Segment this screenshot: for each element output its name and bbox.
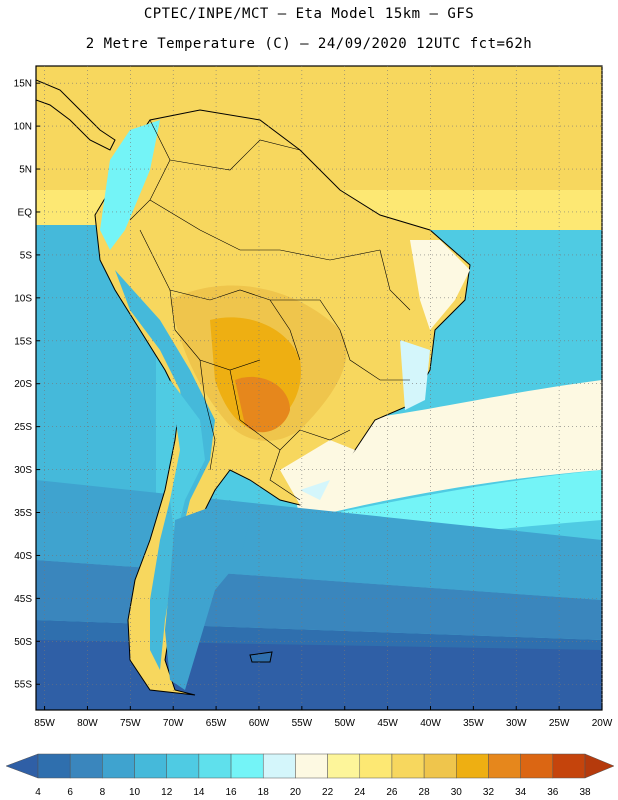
lon-label: 85W [34,718,55,729]
lat-label: 35S [14,508,32,519]
lon-label: 20W [592,718,613,729]
colorbar-label: 16 [225,787,237,798]
colorbar-label: 26 [386,787,398,798]
colorbar-swatch [198,753,232,779]
colorbar-swatch [456,753,489,779]
colorbar-swatch [520,753,554,779]
colorbar-label: 22 [322,787,334,798]
lon-label: 25W [549,718,570,729]
temperature-field [36,66,602,710]
lon-label: 35W [463,718,484,729]
title-line-1: CPTEC/INPE/MCT – Eta Model 15km – GFS [143,6,475,22]
colorbar-label: 20 [290,787,302,798]
colorbar-swatch [134,753,167,779]
colorbar-swatch [37,753,71,779]
lat-label: 40S [14,551,32,562]
colorbar [5,753,615,779]
colorbar-swatch [102,753,135,779]
lon-label: 55W [292,718,313,729]
colorbar-label: 18 [258,787,270,798]
colorbar-swatch [552,753,586,779]
colorbar-arrow-low [5,753,39,779]
lat-label: 50S [14,637,32,648]
colorbar-label: 4 [35,787,41,798]
lon-label: 40W [420,718,441,729]
colorbar-label: 36 [547,787,559,798]
colorbar-swatch [359,753,393,779]
colorbar-swatch [327,753,361,779]
lon-label: 80W [77,718,98,729]
lat-label: 15N [14,79,32,90]
colorbar-label: 10 [129,787,141,798]
longitude-labels: 85W 80W 75W 70W 65W 60W 55W 50W 45W 40W 35W 30W 25W 2… [34,718,613,729]
lon-label: 70W [163,718,184,729]
colorbar-label: 34 [515,787,527,798]
lat-label: 5N [19,165,32,176]
colorbar-swatch [230,753,264,779]
graticule [36,66,603,710]
colorbar-labels: 4 6 8 10 12 14 16 18 20 22 24 26 28 30 32 34 36 38 [35,787,591,798]
latitude-labels: 15N 10N 5N EQ 5S 10S 15S 20S 25S 30S 35S 40S 45S 50S 5… [14,79,33,691]
colorbar-swatch [488,753,521,779]
colorbar-label: 6 [67,787,73,798]
colorbar-label: 14 [193,787,205,798]
colorbar-label: 28 [419,787,431,798]
lat-label: 15S [14,336,32,347]
lat-label: EQ [18,207,33,218]
colorbar-swatch [391,753,425,779]
lat-label: 10S [14,293,32,304]
colorbar-swatch [69,753,103,779]
colorbar-swatch [262,753,296,779]
colorbar-label: 12 [161,787,173,798]
colorbar-swatch [166,753,200,779]
colorbar-swatch [295,753,328,779]
lat-label: 10N [14,122,32,133]
lon-label: 65W [206,718,227,729]
colorbar-label: 8 [100,787,106,798]
colorbar-label: 24 [354,787,366,798]
lon-label: 50W [334,718,355,729]
lat-label: 25S [14,422,32,433]
colorbar-label: 38 [579,787,591,798]
lat-label: 20S [14,379,32,390]
colorbar-arrow-high [584,753,615,779]
colorbar-swatch [423,753,457,779]
lat-label: 55S [14,680,32,691]
lon-label: 60W [249,718,270,729]
title-line-2: 2 Metre Temperature (C) – 24/09/2020 12U… [85,36,533,52]
lat-label: 5S [20,250,33,261]
lon-label: 75W [120,718,141,729]
lon-label: 45W [377,718,398,729]
colorbar-label: 32 [483,787,495,798]
colorbar-label: 30 [451,787,463,798]
lon-label: 30W [506,718,527,729]
lat-label: 30S [14,465,32,476]
map-frame [35,65,603,711]
lat-label: 45S [14,594,32,605]
